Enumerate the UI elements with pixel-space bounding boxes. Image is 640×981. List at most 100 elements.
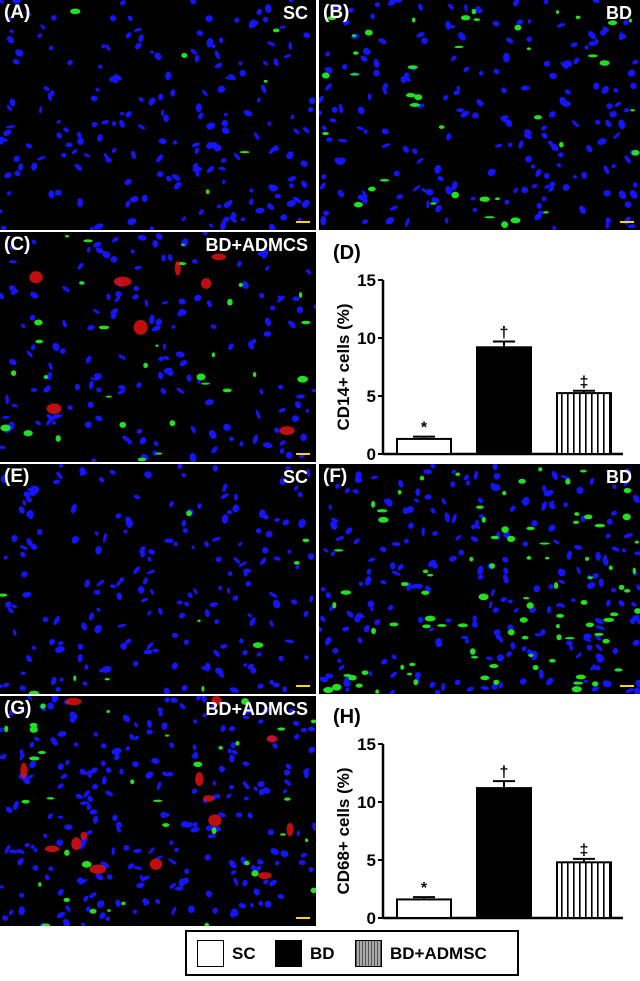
nucleus: [12, 629, 17, 636]
nucleus: [396, 194, 404, 200]
marker-positive-cell: [602, 638, 610, 644]
nucleus: [279, 440, 286, 446]
nucleus: [44, 874, 50, 881]
marker-positive-cell: [400, 582, 409, 587]
nucleus: [94, 373, 103, 380]
nucleus: [119, 577, 125, 582]
nucleus: [424, 494, 432, 500]
marker-positive-cell: [162, 823, 170, 827]
nucleus: [288, 41, 292, 50]
nucleus: [310, 388, 316, 393]
nucleus: [139, 437, 147, 445]
nucleus: [77, 137, 84, 145]
marker-positive-cell: [29, 756, 40, 761]
nucleus: [456, 85, 461, 91]
marker-positive-cell: [430, 202, 437, 205]
marker-positive-cell: [543, 211, 549, 214]
marker-positive-cell: [556, 634, 562, 641]
marker-positive-cell: [473, 18, 481, 22]
nucleus: [243, 796, 249, 801]
marker-positive-cell: [548, 658, 556, 663]
nucleus: [328, 504, 332, 511]
nucleus: [632, 182, 638, 188]
nucleus: [215, 667, 223, 675]
nucleus: [471, 621, 478, 628]
nucleus: [112, 75, 119, 84]
nucleus: [320, 586, 326, 592]
nucleus: [252, 434, 259, 445]
nucleus: [389, 689, 395, 694]
nucleus: [231, 749, 238, 755]
nucleus: [158, 356, 165, 362]
nucleus: [83, 153, 91, 158]
nucleus: [510, 641, 516, 650]
nucleus: [259, 557, 267, 566]
nucleus: [490, 483, 496, 490]
nucleus: [627, 224, 637, 229]
marker-positive-cell: [364, 29, 373, 36]
nucleus: [174, 886, 184, 891]
marker-positive-cell: [239, 151, 250, 154]
nucleus: [513, 187, 519, 194]
marker-positive-cell: [37, 750, 46, 755]
nucleus: [94, 624, 102, 634]
nucleus: [249, 617, 256, 627]
nucleus: [95, 546, 102, 555]
nucleus: [398, 480, 404, 488]
nucleus: [62, 286, 70, 293]
marker-positive-cell: [526, 526, 535, 531]
nucleus: [209, 602, 219, 608]
marker-positive-cell: [355, 683, 363, 688]
marker-positive-cell: [454, 45, 464, 49]
nucleus: [465, 480, 471, 486]
nucleus: [19, 685, 26, 691]
nucleus: [248, 340, 255, 350]
nucleus: [7, 16, 12, 22]
nucleus: [56, 911, 66, 919]
nucleus: [25, 10, 32, 17]
nucleus: [187, 592, 193, 599]
nucleus: [91, 783, 99, 790]
nucleus: [267, 121, 272, 126]
red-labelled-cell: [286, 822, 294, 837]
nucleus: [18, 892, 25, 898]
nucleus: [431, 197, 440, 204]
marker-positive-cell: [327, 16, 336, 21]
marker-positive-cell: [501, 526, 509, 533]
marker-positive-cell: [252, 642, 264, 648]
nucleus: [83, 895, 89, 902]
nucleus: [99, 668, 104, 673]
nucleus: [141, 194, 148, 203]
nucleus: [575, 652, 582, 659]
nucleus: [518, 140, 524, 149]
scale-bar: [296, 453, 310, 455]
nucleus: [85, 906, 91, 912]
marker-positive-cell: [43, 374, 49, 379]
nucleus: [560, 61, 568, 70]
swatch-black: [275, 940, 302, 967]
nucleus: [303, 32, 311, 39]
micro-panel-f: (F) BD: [319, 464, 640, 694]
marker-positive-cell: [514, 24, 522, 31]
nucleus: [273, 58, 279, 67]
nucleus: [504, 199, 510, 205]
scale-bar: [296, 221, 310, 223]
nucleus: [403, 538, 409, 544]
nucleus: [2, 682, 10, 688]
nucleus: [132, 294, 139, 300]
nucleus: [24, 842, 31, 848]
marker-positive-cell: [298, 291, 303, 298]
marker-positive-cell: [614, 668, 623, 672]
nucleus: [151, 325, 161, 332]
nucleus: [562, 184, 570, 191]
nucleus: [291, 599, 298, 605]
nucleus: [115, 513, 122, 519]
nucleus: [538, 669, 544, 680]
nucleus: [450, 55, 457, 62]
nucleus: [253, 132, 260, 140]
marker-positive-cell: [222, 388, 232, 393]
nucleus: [190, 48, 197, 55]
marker-positive-cell: [469, 648, 476, 655]
nucleus: [374, 619, 381, 626]
nucleus: [592, 572, 599, 579]
